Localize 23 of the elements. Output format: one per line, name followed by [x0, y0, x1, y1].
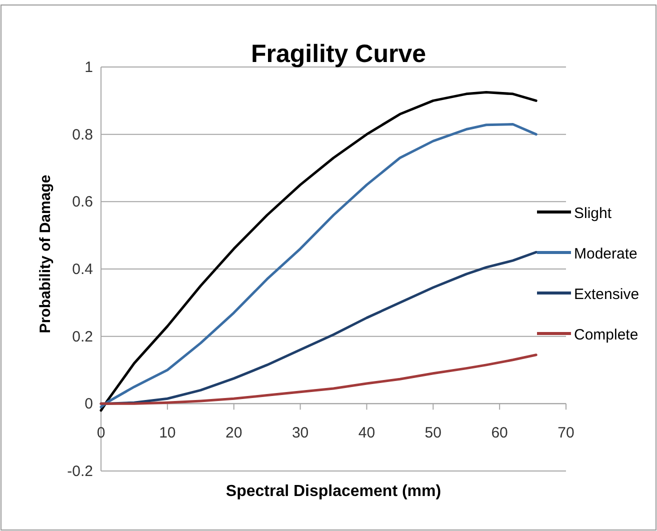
x-tick-label: 60	[491, 424, 508, 442]
y-tick-label: 0	[84, 396, 93, 413]
y-axis-title: Probability of Damage	[37, 174, 54, 334]
x-tick-label: 30	[292, 424, 309, 442]
y-tick-label: 1	[84, 59, 93, 76]
x-tick-label: 40	[358, 424, 376, 442]
legend-label: Extensive	[574, 286, 640, 303]
y-tick-label: -0.2	[67, 463, 93, 480]
legend-label: Complete	[574, 326, 638, 344]
y-tick-label: 0.6	[72, 194, 93, 211]
x-tick-label: 20	[226, 424, 242, 442]
y-tick-label: 0.2	[72, 328, 93, 346]
x-axis-title: Spectral Displacement (mm)	[226, 483, 442, 500]
x-tick-label: 10	[159, 424, 176, 442]
x-tick-label: 70	[558, 424, 574, 442]
x-tick-label: 50	[424, 424, 442, 442]
legend-label: Moderate	[574, 246, 638, 262]
x-tick-label: 0	[96, 424, 106, 442]
y-tick-label: 0.4	[72, 261, 93, 278]
legend-label: Slight	[574, 205, 612, 222]
chart-title: Fragility Curve	[250, 40, 426, 68]
line-series	[100, 354, 538, 405]
y-tick-label: 0.8	[72, 126, 93, 144]
